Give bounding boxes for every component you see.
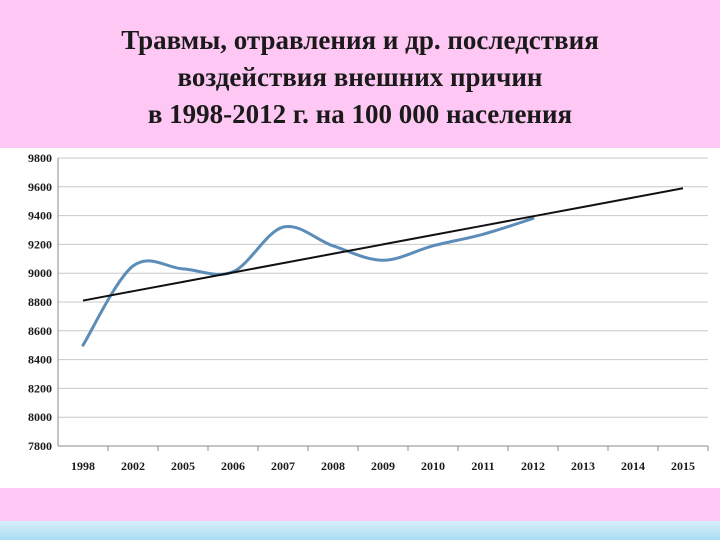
trend-line [82,187,684,302]
line-chart: 7800 8000 8200 8400 8600 8800 9000 9200 9400 9600… [28,151,709,473]
slide-footer-bar [0,521,720,540]
y-tick-label: 8800 [28,295,52,309]
x-tick-label: 2014 [621,459,645,473]
y-tick-label: 9600 [28,180,52,194]
y-tick-label: 8600 [28,324,52,338]
y-tick-label: 7800 [28,439,52,453]
x-tick-label: 2010 [421,459,445,473]
series-line-incidence [81,216,535,347]
gridlines [58,157,708,418]
x-tick-label: 2005 [171,459,195,473]
x-tick-label: 2013 [571,459,595,473]
x-tick-label: 2002 [121,459,145,473]
x-tick-label: 2011 [471,459,494,473]
series-lines [81,187,684,347]
title-line-3: в 1998-2012 г. на 100 000 населения [147,99,573,129]
x-tick-label: 2008 [321,459,345,473]
x-tick-label: 2006 [221,459,245,473]
y-tick-label: 8000 [28,410,52,424]
title-line-2: воздействия внешних причин [177,62,543,92]
y-tick-label: 8200 [28,381,52,395]
y-tick-label: 9800 [28,151,52,165]
x-tick-label: 2009 [371,459,395,473]
x-tick-label: 2012 [521,459,545,473]
x-tick-label: 2007 [271,459,295,473]
y-tick-label: 9200 [28,237,52,251]
x-tick-label: 2015 [671,459,695,473]
y-tick-labels: 7800 8000 8200 8400 8600 8800 9000 9200 9400 9600… [28,151,52,453]
x-tick-labels: 1998 2002 2005 2006 2007 2008 2009 2010 2011 2012… [71,459,695,473]
slide-title: Травмы, отравления и др. последствия воз… [0,22,720,133]
y-tick-label: 9000 [28,266,52,280]
title-line-1: Травмы, отравления и др. последствия [121,25,599,55]
y-tick-label: 8400 [28,353,52,367]
x-tick-label: 1998 [71,459,95,473]
y-tick-label: 9400 [28,209,52,223]
chart-area: 7800 8000 8200 8400 8600 8800 9000 9200 9400 9600… [0,148,720,488]
axes [57,158,709,451]
